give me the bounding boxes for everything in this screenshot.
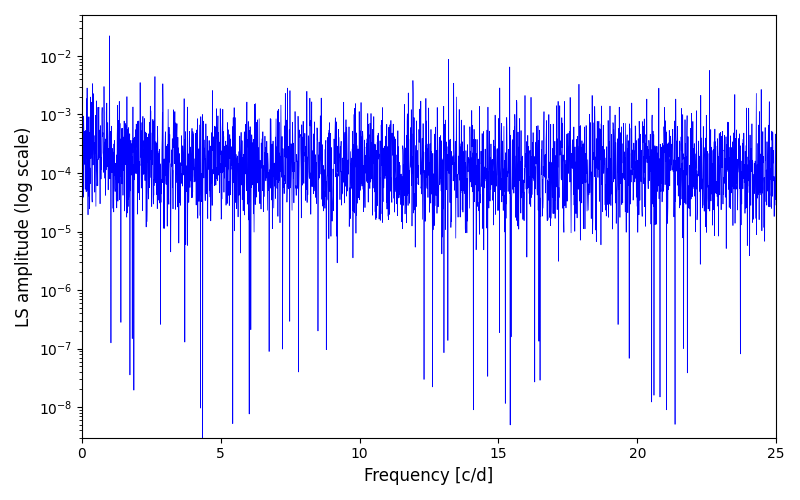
Y-axis label: LS amplitude (log scale): LS amplitude (log scale) bbox=[15, 126, 33, 326]
X-axis label: Frequency [c/d]: Frequency [c/d] bbox=[364, 467, 494, 485]
